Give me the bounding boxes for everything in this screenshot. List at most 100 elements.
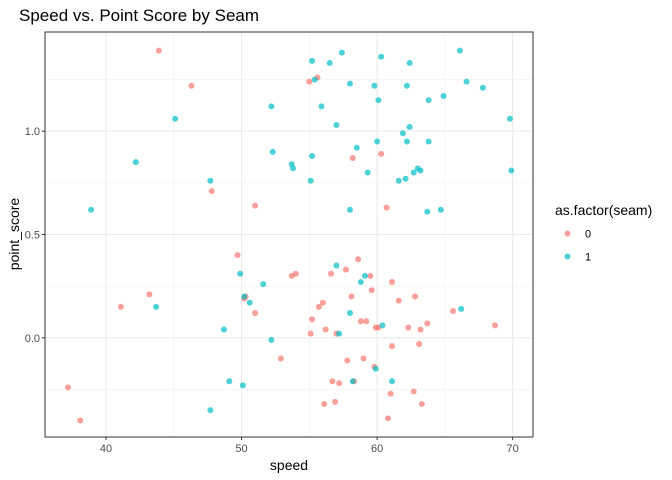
point-seam-1 (395, 177, 402, 184)
plot-panel (44, 31, 534, 438)
point-seam-1 (333, 121, 340, 128)
legend: as.factor(seam) 0 1 (555, 202, 652, 265)
point-seam-1 (361, 272, 368, 279)
point-seam-1 (372, 365, 379, 372)
point-seam-0 (208, 188, 215, 195)
point-seam-1 (399, 130, 406, 137)
point-seam-0 (292, 270, 299, 277)
point-seam-0 (363, 318, 370, 325)
point-seam-0 (418, 400, 425, 407)
point-seam-1 (403, 138, 410, 145)
point-seam-0 (252, 310, 259, 317)
point-seam-1 (347, 310, 353, 317)
point-seam-1 (437, 206, 444, 213)
point-seam-1 (463, 78, 470, 85)
point-seam-1 (440, 93, 447, 100)
point-seam-1 (268, 103, 275, 110)
point-seam-0 (410, 388, 417, 395)
point-seam-1 (269, 148, 276, 155)
point-seam-1 (357, 279, 364, 286)
point-seam-1 (379, 322, 386, 329)
x-tick-label: 40 (100, 443, 112, 455)
point-seam-1 (347, 206, 353, 213)
point-seam-0 (309, 316, 316, 323)
y-axis-title: point_score (6, 198, 22, 271)
point-seam-0 (332, 398, 339, 405)
point-seam-0 (378, 150, 385, 157)
point-seam-1 (132, 159, 139, 166)
point-seam-0 (307, 330, 314, 337)
point-seam-1 (364, 169, 371, 176)
point-seam-1 (417, 167, 424, 174)
point-seam-0 (416, 341, 423, 348)
point-seam-1 (239, 382, 246, 389)
point-seam-1 (508, 167, 515, 174)
point-seam-0 (412, 293, 419, 300)
point-seam-1 (326, 59, 333, 66)
point-seam-1 (241, 293, 248, 300)
point-seam-0 (368, 287, 375, 294)
point-seam-1 (403, 82, 410, 89)
point-seam-1 (506, 115, 513, 122)
point-seam-0 (319, 299, 326, 306)
point-seam-1 (290, 165, 297, 172)
point-seam-1 (172, 115, 179, 122)
point-seam-1 (207, 407, 214, 414)
point-seam-1 (378, 53, 385, 60)
point-seam-0 (395, 297, 402, 304)
point-seam-1 (311, 76, 318, 83)
point-seam-1 (318, 103, 325, 110)
x-tick-label: 50 (235, 443, 247, 455)
point-seam-1 (375, 97, 382, 104)
point-seam-0 (349, 155, 356, 162)
point-seam-0 (405, 324, 412, 331)
point-seam-0 (77, 417, 84, 424)
legend-label-1: 1 (585, 252, 591, 264)
point-seam-0 (383, 204, 390, 211)
point-seam-1 (220, 326, 227, 333)
point-seam-0 (389, 279, 396, 286)
point-seam-1 (336, 330, 343, 337)
x-tick-label: 70 (507, 443, 519, 455)
x-axis-title: speed (270, 457, 308, 473)
point-seam-0 (322, 326, 329, 333)
point-seam-1 (402, 175, 409, 182)
point-seam-1 (237, 270, 244, 277)
point-seam-1 (307, 177, 314, 184)
point-seam-0 (146, 291, 153, 298)
point-seam-0 (360, 355, 367, 362)
point-seam-1 (207, 177, 214, 184)
point-seam-0 (306, 78, 313, 85)
point-seam-1 (371, 82, 378, 89)
point-seam-1 (425, 138, 432, 145)
point-seam-0 (348, 293, 355, 300)
point-seam-1 (406, 59, 413, 66)
point-seam-1 (309, 152, 316, 159)
point-seam-1 (246, 299, 253, 306)
point-seam-0 (424, 320, 431, 327)
x-tick-label: 60 (371, 443, 383, 455)
point-seam-0 (450, 307, 457, 314)
point-seam-0 (155, 47, 162, 54)
point-seam-1 (389, 378, 396, 385)
data-points (65, 47, 515, 424)
point-seam-1 (268, 336, 275, 343)
point-seam-1 (458, 305, 465, 312)
chart-title: Speed vs. Point Score by Seam (19, 6, 259, 25)
legend-title: as.factor(seam) (555, 202, 652, 218)
point-seam-0 (367, 272, 374, 279)
point-seam-0 (387, 390, 394, 397)
point-seam-0 (277, 355, 284, 362)
point-seam-0 (355, 256, 362, 263)
point-seam-1 (333, 262, 340, 269)
legend-key-0 (564, 230, 571, 237)
point-seam-1 (406, 124, 413, 131)
point-seam-1 (374, 138, 381, 145)
point-seam-1 (153, 303, 160, 310)
point-seam-0 (188, 82, 195, 89)
point-seam-1 (260, 281, 267, 288)
point-seam-0 (329, 378, 336, 385)
point-seam-1 (353, 144, 360, 151)
point-seam-1 (338, 49, 345, 56)
point-seam-0 (252, 202, 259, 209)
